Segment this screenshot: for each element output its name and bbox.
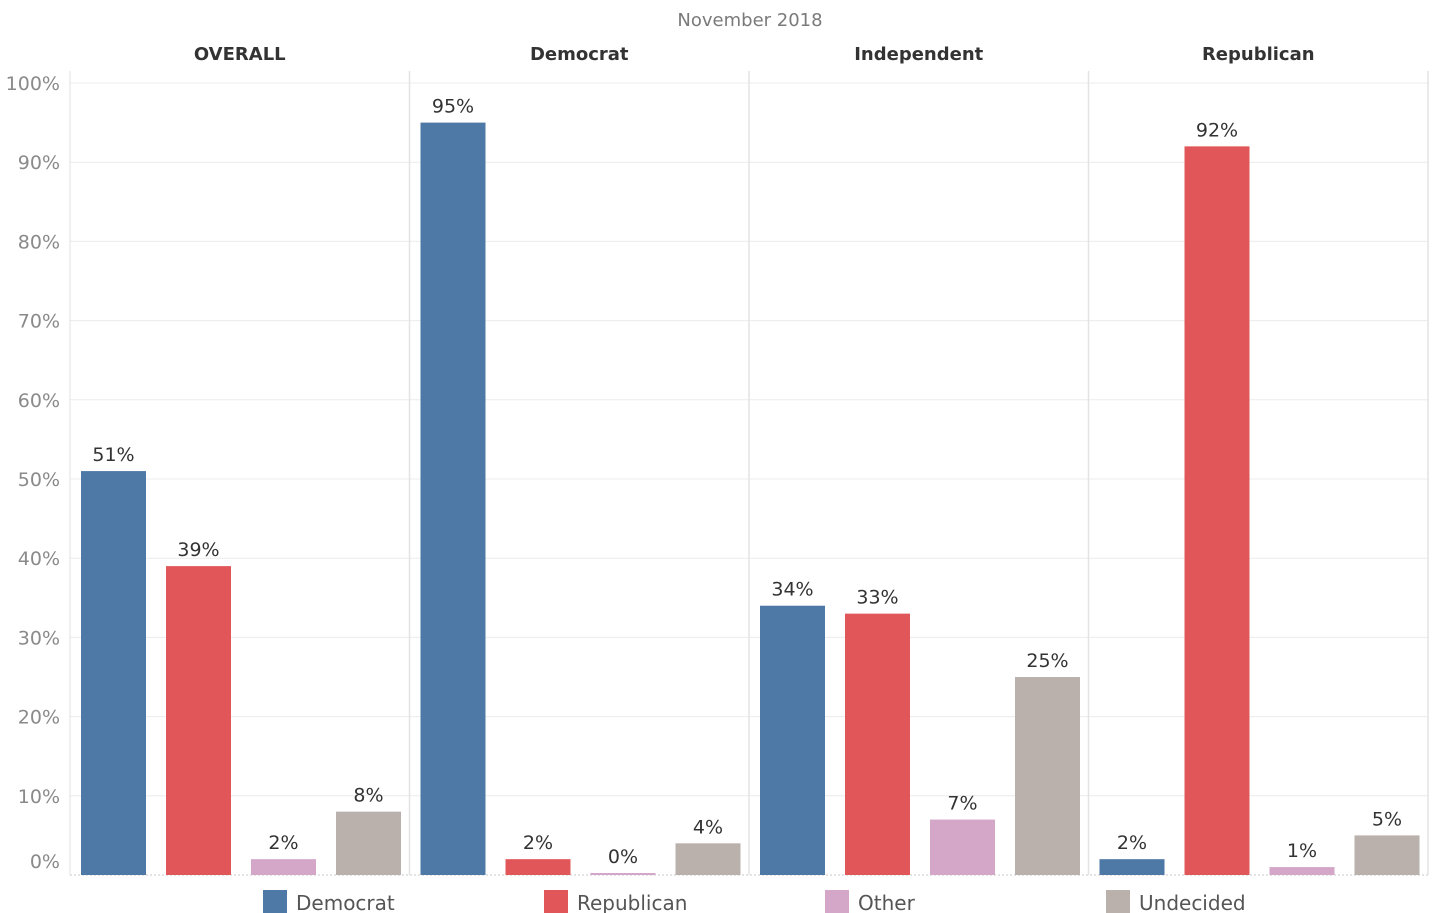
- chart-title: November 2018: [677, 10, 822, 31]
- data-label: 39%: [177, 539, 219, 561]
- bar: [1354, 835, 1420, 875]
- data-labels: 51% 39% 2% 8% 95% 2% 0% 4% 34% 33% 7% 25% 2% 92% 1% 5%: [92, 96, 1402, 868]
- data-label: 25%: [1026, 650, 1068, 672]
- data-label: 51%: [92, 444, 134, 466]
- data-label: 92%: [1196, 119, 1238, 141]
- legend: Democrat Republican Other Undecided: [263, 890, 1246, 913]
- y-tick-label: 40%: [18, 548, 60, 570]
- legend-label: Other: [858, 891, 916, 913]
- panel-title: OVERALL: [194, 44, 286, 65]
- legend-swatch: [1106, 890, 1130, 913]
- y-tick-label: 70%: [18, 311, 60, 333]
- bar: [930, 819, 995, 875]
- bar: [81, 471, 146, 875]
- legend-swatch: [544, 890, 568, 913]
- y-tick-label: 10%: [18, 786, 60, 808]
- bar: [1269, 867, 1335, 875]
- legend-label: Republican: [577, 891, 687, 913]
- y-tick-label: 0%: [30, 851, 60, 873]
- data-label: 5%: [1372, 808, 1402, 830]
- panel-separators: [408, 71, 1429, 875]
- y-tick-label: 90%: [18, 152, 60, 174]
- bar: [336, 811, 401, 875]
- y-tick-label: 60%: [18, 390, 60, 412]
- legend-label: Democrat: [296, 891, 395, 913]
- legend-swatch: [263, 890, 287, 913]
- bar: [590, 873, 656, 875]
- bar: [166, 566, 231, 875]
- panel-title: Republican: [1202, 44, 1315, 65]
- data-label: 0%: [608, 846, 638, 868]
- bar: [1015, 677, 1080, 875]
- y-tick-label: 20%: [18, 707, 60, 729]
- y-tick-label: 30%: [18, 627, 60, 649]
- y-tick-label: 50%: [18, 469, 60, 491]
- data-label: 34%: [771, 579, 813, 601]
- data-label: 4%: [693, 816, 723, 838]
- bar: [505, 859, 571, 875]
- legend-label: Undecided: [1139, 891, 1246, 913]
- data-label: 8%: [353, 785, 383, 807]
- data-label: 2%: [523, 832, 553, 854]
- bars: [81, 122, 1420, 876]
- y-tick-label: 80%: [18, 231, 60, 253]
- data-label: 2%: [1117, 832, 1147, 854]
- data-label: 2%: [268, 832, 298, 854]
- bar: [1099, 859, 1165, 875]
- legend-swatch: [825, 890, 849, 913]
- panel-title: Independent: [854, 44, 983, 65]
- panel-title: Democrat: [530, 44, 629, 65]
- bar: [760, 605, 825, 875]
- bar: [845, 613, 910, 875]
- data-label: 7%: [947, 793, 977, 815]
- data-label: 1%: [1287, 840, 1317, 862]
- data-label: 33%: [856, 587, 898, 609]
- bar: [1184, 146, 1250, 876]
- y-axis-ticks: 0% 10% 20% 30% 40% 50% 60% 70% 80% 90% 100%: [6, 73, 60, 873]
- y-tick-label: 100%: [6, 73, 60, 95]
- bar: [251, 859, 316, 875]
- panel-titles: OVERALL Democrat Independent Republican: [194, 44, 1315, 65]
- data-label: 95%: [432, 96, 474, 118]
- bar: [675, 843, 741, 875]
- bar: [420, 122, 486, 876]
